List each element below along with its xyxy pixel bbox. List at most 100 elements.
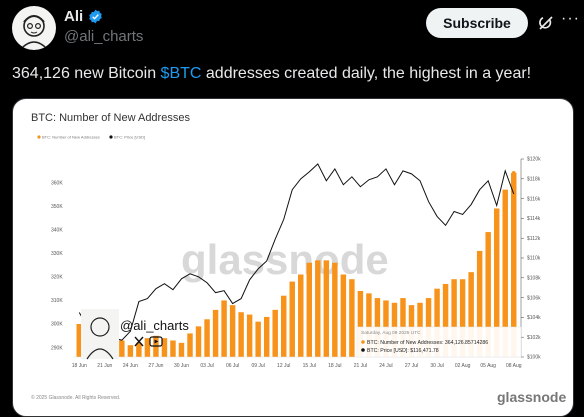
- cashtag-link[interactable]: $BTC: [160, 65, 202, 82]
- bar-31: [340, 274, 347, 357]
- bar-26: [298, 274, 304, 357]
- legend-swatch-price: [109, 135, 113, 139]
- youtube-play-icon: [154, 339, 159, 344]
- hover-dot: [511, 171, 516, 175]
- legend-swatch-addresses: [37, 135, 41, 139]
- bar-46: [468, 272, 474, 357]
- handle[interactable]: @ali_charts: [64, 28, 144, 45]
- bar-23: [272, 309, 278, 357]
- y-left-tick-label: 350K: [51, 204, 63, 210]
- y-right-tick-label: $100k: [527, 355, 541, 361]
- x-tick-label: 24 Jun: [123, 363, 138, 369]
- more-options-button[interactable]: ···: [561, 10, 580, 27]
- bar-12: [178, 342, 185, 357]
- x-tick-label: 06 Jul: [226, 363, 239, 369]
- x-tick-label: 15 Jul: [303, 363, 316, 369]
- grok-icon[interactable]: [537, 14, 555, 32]
- y-right-tick-label: $118k: [527, 177, 541, 183]
- legend: BTC: Number of New Addresses BTC: Price …: [37, 135, 145, 140]
- overlay-avatar-shoulders: [86, 348, 114, 360]
- bar-25: [289, 281, 295, 357]
- y-left-tick-label: 320K: [51, 275, 63, 281]
- overlay-avatar-bg: [81, 309, 119, 359]
- tweet-text-part: addresses created daily, the highest in …: [201, 65, 532, 82]
- bar-7: [136, 342, 142, 357]
- y-left-tick-label: 300K: [51, 322, 63, 328]
- x-tick-label: 05 Aug: [480, 363, 496, 369]
- bar-44: [451, 279, 457, 357]
- bar-0: [76, 324, 82, 357]
- y-left-tick-label: 330K: [51, 251, 63, 257]
- tooltip-price: BTC: Price [USD]: $116,471.78: [367, 348, 439, 354]
- bar-20: [246, 314, 253, 357]
- avatar[interactable]: [12, 6, 56, 50]
- bar-10: [161, 338, 168, 357]
- verified-badge-icon: [89, 9, 102, 24]
- tooltip-box: [356, 326, 522, 358]
- y-axis-left: 290K 300K 310K 320K 330K 340K 350K 360K: [51, 180, 63, 351]
- bar-18: [229, 305, 236, 357]
- bar-15: [204, 319, 210, 357]
- chart-card[interactable]: BTC: Number of New Addresses BTC: Number…: [12, 98, 574, 417]
- display-name[interactable]: Ali: [64, 8, 84, 25]
- tooltip: Saturday, Aug 09 2025 UTC BTC: Number of…: [356, 326, 522, 358]
- bar-51: [511, 172, 517, 357]
- bar-14: [195, 326, 202, 357]
- bar-45: [459, 279, 466, 357]
- glassnode-watermark: glassnode: [181, 236, 389, 283]
- y-right-tick-label: $110k: [527, 256, 541, 262]
- x-tick-label: 27 Jul: [405, 363, 418, 369]
- x-tick-label: 30 Jul: [430, 363, 443, 369]
- bar-21: [255, 321, 261, 357]
- glassnode-logo: glassnode: [497, 389, 566, 405]
- bar-27: [306, 262, 312, 357]
- x-tick-label: 09 Jul: [251, 363, 264, 369]
- y-right-tick-label: $102k: [527, 335, 541, 341]
- bar-22: [263, 316, 270, 357]
- y-left-tick-label: 360K: [51, 180, 63, 186]
- bar-11: [170, 340, 176, 357]
- y-right-tick-label: $106k: [527, 295, 541, 301]
- y-right-tick-label: $112k: [527, 236, 541, 242]
- bar-47: [476, 250, 483, 357]
- bar-48: [485, 232, 491, 357]
- bar-5: [119, 340, 125, 357]
- x-tick-label: 18 Jul: [328, 363, 341, 369]
- x-tick-label: 02 Aug: [455, 363, 471, 369]
- x-tick-label: 08 Aug: [506, 363, 522, 369]
- tooltip-addresses: BTC: Number of New Addresses: 364,126.85…: [367, 340, 488, 346]
- x-tick-label: 18 Jun: [72, 363, 87, 369]
- y-right-tick-label: $108k: [527, 276, 541, 282]
- tweet-text: 364,126 new Bitcoin $BTC addresses creat…: [12, 64, 582, 84]
- bar-6: [127, 345, 134, 357]
- bar-28: [315, 260, 321, 357]
- bar-34: [366, 293, 372, 357]
- ali-charts-overlay: @ali_charts: [81, 309, 189, 360]
- overlay-handle: @ali_charts: [120, 318, 189, 333]
- tooltip-date: Saturday, Aug 09 2025 UTC: [361, 330, 421, 336]
- bar-17: [221, 300, 227, 357]
- x-tick-label: 30 Jun: [174, 363, 189, 369]
- y-axis-right: $100k $102k $104k $106k $108k $110k $112k $114k…: [521, 157, 541, 361]
- subscribe-button[interactable]: Subscribe: [426, 8, 528, 38]
- y-right-tick-label: $114k: [527, 216, 541, 222]
- x-tick-label: 24 Jul: [379, 363, 392, 369]
- bar-49: [493, 208, 500, 357]
- youtube-icon: [149, 336, 163, 347]
- bar-29: [323, 260, 330, 357]
- tooltip-swatch-price: [361, 348, 365, 352]
- bar-33: [357, 291, 364, 357]
- x-tick-label: 27 Jun: [148, 363, 163, 369]
- bar-43: [442, 283, 449, 357]
- x-logo-icon: [134, 336, 144, 347]
- legend-price: BTC: Price [USD]: [114, 135, 145, 140]
- chart-title: BTC: Number of New Addresses: [31, 112, 190, 124]
- y-left-tick-label: 340K: [51, 227, 63, 233]
- chart-svg: BTC: Number of New Addresses BTC: Number…: [31, 112, 566, 405]
- x-axis: 18 Jun 21 Jun 24 Jun 27 Jun 30 Jun 03 Jul 06 J…: [72, 363, 522, 369]
- bar-8: [144, 338, 151, 357]
- y-right-tick-label: $104k: [527, 315, 541, 321]
- tooltip-swatch-addresses: [361, 340, 365, 344]
- price-line: [78, 163, 515, 341]
- overlay-avatar-icon: [90, 317, 110, 337]
